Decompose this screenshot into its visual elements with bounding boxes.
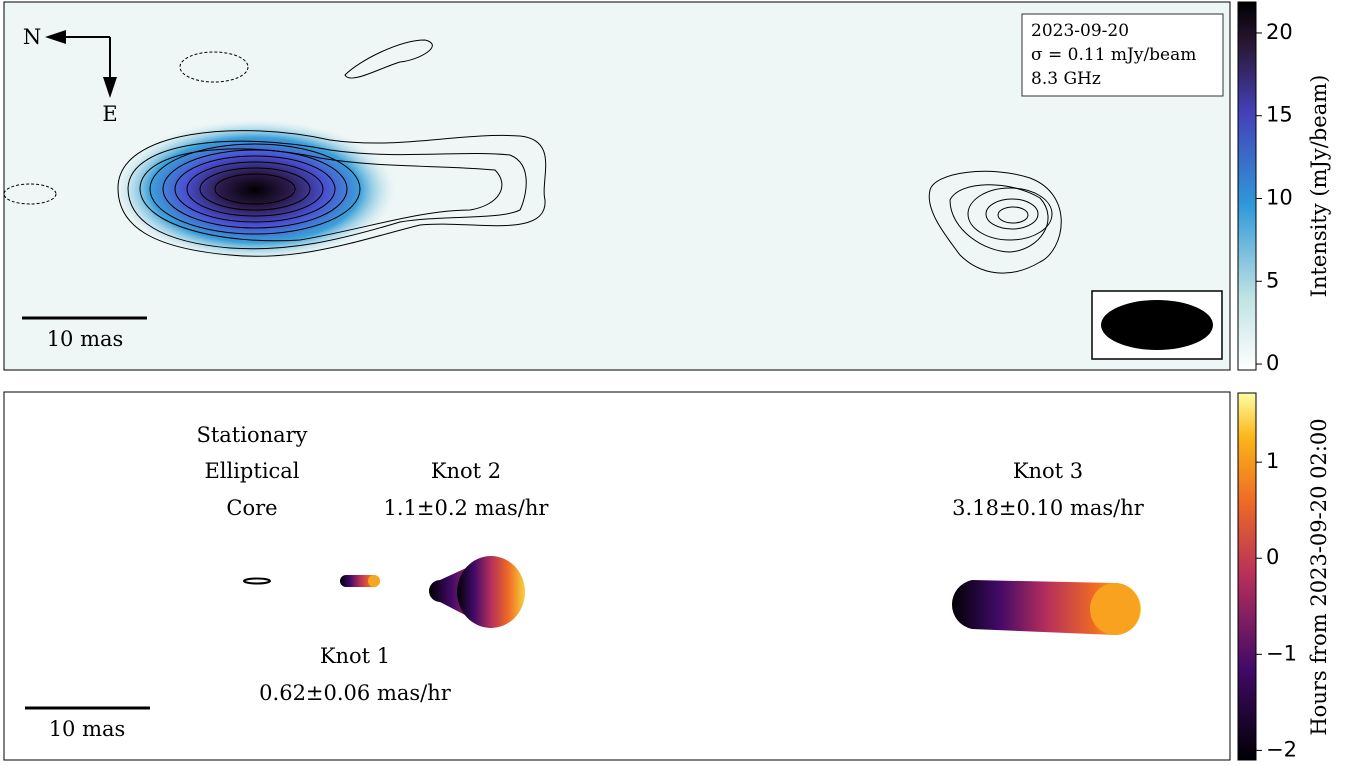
beam — [1101, 300, 1213, 350]
colorbar-label: Hours from 2023-09-20 02:00 — [1307, 418, 1331, 735]
model-frame — [3, 391, 1231, 761]
colorbar-tick-label: 20 — [1266, 20, 1293, 44]
scale-bar-label: 10 mas — [47, 327, 124, 351]
knot2-track — [429, 556, 525, 628]
knot1-track — [340, 575, 380, 587]
core-label: Elliptical — [204, 459, 299, 483]
scale-bar-label: 10 mas — [49, 717, 126, 741]
knot-speed: 1.1±0.2 mas/hr — [384, 496, 550, 520]
colorbar-tick-label: 10 — [1266, 185, 1293, 209]
colorbar-tick-label: −1 — [1266, 641, 1297, 665]
core-label: Core — [226, 496, 277, 520]
knot-name: Knot 3 — [1013, 459, 1083, 483]
compass-north: N — [23, 25, 41, 49]
compass: N E — [23, 25, 118, 126]
colorbar-tick-label: −2 — [1266, 737, 1297, 761]
core-component — [243, 577, 271, 585]
colorbar-label: Intensity (mJy/beam) — [1307, 75, 1331, 298]
colorbar-tick-label: 5 — [1266, 268, 1279, 292]
info-box: 2023-09-20 σ = 0.11 mJy/beam 8.3 GHz — [1021, 13, 1224, 97]
colorbar-tick-label: 15 — [1266, 103, 1293, 127]
colorbar-tick-label: 0 — [1266, 545, 1279, 569]
frequency-label: 8.3 GHz — [1031, 69, 1101, 89]
colorbar — [1237, 392, 1257, 761]
top-panel: N E 2023-09-20 σ = 0.11 mJy/beam 8.3 GHz… — [3, 1, 1331, 371]
knot-name: Knot 1 — [320, 644, 390, 668]
contours — [3, 39, 1062, 274]
bottom-panel: Stationary Elliptical Core Knot 2 1.1±0.… — [3, 391, 1331, 761]
colorbar — [1237, 1, 1257, 371]
knot3-track — [951, 580, 1141, 635]
colorbar-tick-label: 0 — [1266, 351, 1279, 375]
knot-name: Knot 2 — [431, 459, 501, 483]
sigma-label: σ = 0.11 mJy/beam — [1031, 45, 1196, 65]
core-label: Stationary — [196, 423, 307, 447]
compass-east: E — [102, 102, 117, 126]
date-label: 2023-09-20 — [1031, 21, 1129, 41]
knot-speed: 0.62±0.06 mas/hr — [259, 681, 452, 705]
colorbar-tick-label: 1 — [1266, 449, 1279, 473]
knot-speed: 3.18±0.10 mas/hr — [952, 496, 1145, 520]
